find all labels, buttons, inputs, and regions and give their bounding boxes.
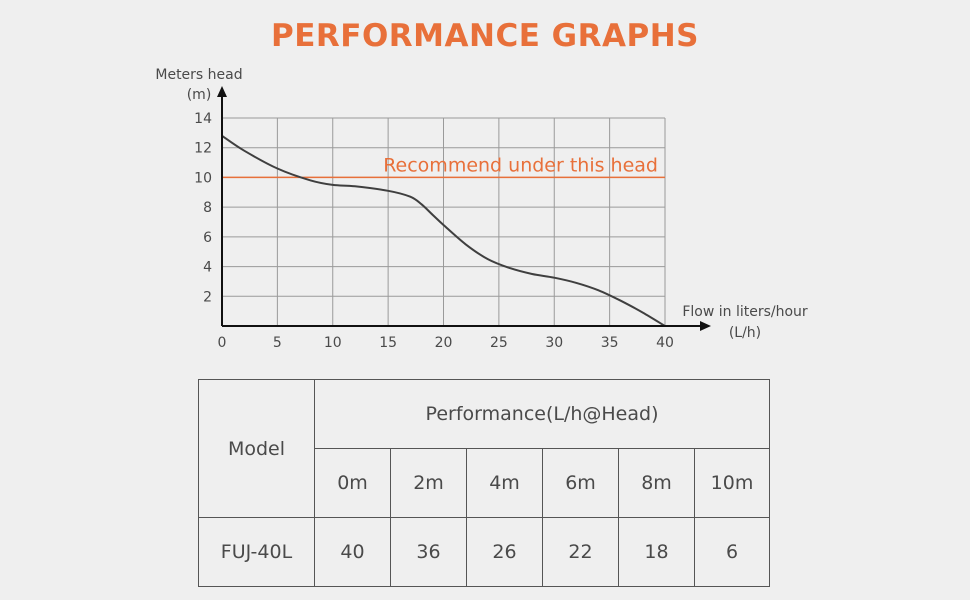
flow-value: 40: [315, 518, 391, 587]
y-axis-label: Meters head: [155, 67, 242, 83]
x-tick-label: 30: [545, 335, 563, 351]
head-8m: 8m: [619, 449, 695, 518]
x-tick-label: 15: [379, 335, 397, 351]
performance-table: Model Performance(L/h@Head) 0m 2m 4m 6m …: [198, 379, 770, 587]
y-tick-label: 6: [203, 230, 212, 246]
flow-value: 18: [619, 518, 695, 587]
y-tick-label: 12: [194, 141, 212, 157]
chart-axes: [217, 86, 711, 331]
flow-value: 26: [467, 518, 543, 587]
x-tick-label: 0: [218, 335, 227, 351]
y-tick-label: 4: [203, 260, 212, 276]
performance-chart: Recommend under this head 0 5 10 15 20 25 30 35…: [0, 0, 970, 370]
flow-value: 22: [543, 518, 619, 587]
recommend-head-label: Recommend under this head: [383, 154, 658, 176]
y-axis-arrow: [217, 86, 227, 97]
y-axis-unit: (m): [187, 87, 212, 103]
head-10m: 10m: [695, 449, 770, 518]
y-tick-label: 2: [203, 289, 212, 305]
x-tick-label: 35: [601, 335, 619, 351]
performance-header: Performance(L/h@Head): [315, 380, 770, 449]
head-0m: 0m: [315, 449, 391, 518]
x-axis-label: Flow in liters/hour: [682, 304, 808, 320]
table-row: FUJ-40L 40 36 26 22 18 6: [199, 518, 770, 587]
model-name: FUJ-40L: [199, 518, 315, 587]
x-tick-label: 25: [490, 335, 508, 351]
flow-value: 6: [695, 518, 770, 587]
x-axis-arrow: [700, 321, 711, 331]
x-tick-label: 40: [656, 335, 674, 351]
x-tick-label: 20: [435, 335, 453, 351]
tick-labels: 0 5 10 15 20 25 30 35 40 2 4 6 8 10 12 14: [194, 111, 674, 351]
y-tick-label: 14: [194, 111, 212, 127]
model-header: Model: [199, 380, 315, 518]
head-2m: 2m: [391, 449, 467, 518]
head-6m: 6m: [543, 449, 619, 518]
x-axis-unit: (L/h): [729, 325, 761, 341]
x-tick-label: 10: [324, 335, 342, 351]
x-tick-label: 5: [273, 335, 282, 351]
head-4m: 4m: [467, 449, 543, 518]
chart-grid: [222, 118, 665, 326]
y-tick-label: 8: [203, 200, 212, 216]
flow-value: 36: [391, 518, 467, 587]
y-tick-label: 10: [194, 170, 212, 186]
